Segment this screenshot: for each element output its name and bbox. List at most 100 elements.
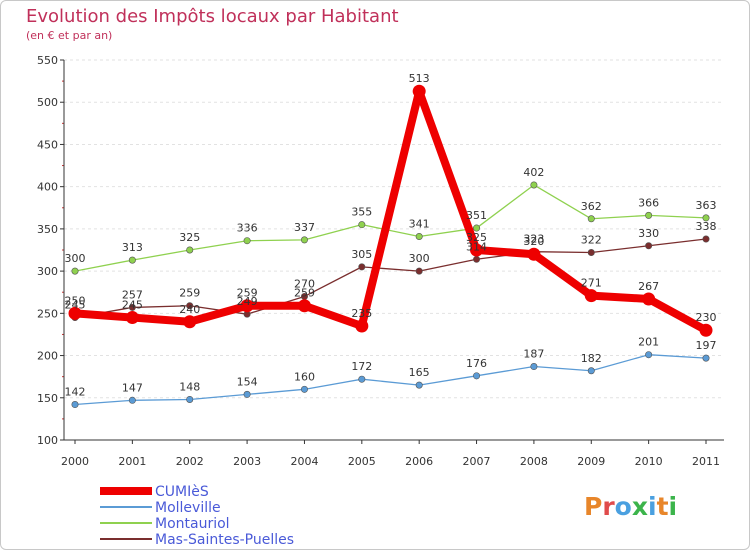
data-point bbox=[584, 289, 598, 303]
data-label: 197 bbox=[696, 339, 717, 352]
logo-letter: o bbox=[615, 492, 632, 521]
data-label: 366 bbox=[638, 196, 659, 209]
data-point bbox=[125, 311, 139, 325]
data-label: 314 bbox=[466, 240, 487, 253]
x-tick-label: 2004 bbox=[290, 455, 318, 468]
data-point bbox=[358, 263, 366, 271]
legend-label: Molleville bbox=[155, 500, 221, 516]
data-label: 305 bbox=[351, 248, 372, 261]
logo-letter: P bbox=[584, 492, 602, 521]
data-label: 300 bbox=[65, 252, 86, 265]
data-point bbox=[186, 395, 194, 403]
data-point bbox=[128, 256, 136, 264]
data-label: 165 bbox=[409, 366, 430, 379]
series-line-molleville bbox=[74, 354, 707, 406]
x-tick-label: 2008 bbox=[520, 455, 548, 468]
data-point bbox=[587, 367, 595, 375]
legend-label: Montauriol bbox=[155, 516, 230, 532]
data-point bbox=[68, 306, 82, 320]
data-label: 330 bbox=[638, 227, 659, 240]
data-point bbox=[243, 390, 251, 398]
legend-label: Mas-Saintes-Puelles bbox=[155, 532, 294, 548]
data-point bbox=[645, 351, 653, 359]
logo-letter: i bbox=[669, 492, 678, 521]
data-label: 259 bbox=[237, 287, 258, 300]
logo-letter: x bbox=[632, 492, 648, 521]
data-point bbox=[186, 302, 194, 310]
data-label: 337 bbox=[294, 221, 315, 234]
y-tick-label: 200 bbox=[37, 350, 58, 363]
data-point bbox=[358, 375, 366, 383]
data-point bbox=[702, 235, 710, 243]
data-point bbox=[297, 299, 311, 313]
data-label: 160 bbox=[294, 370, 315, 383]
data-point bbox=[473, 372, 481, 380]
y-tick-label: 250 bbox=[37, 307, 58, 320]
data-label: 267 bbox=[638, 280, 659, 293]
data-label: 230 bbox=[696, 311, 717, 324]
data-label: 142 bbox=[65, 386, 86, 399]
chart-subtitle: (en € et par an) bbox=[26, 29, 112, 42]
logo-text: Proxiti bbox=[584, 492, 677, 521]
proxiti-logo: Proxiti bbox=[584, 492, 677, 521]
series-line-mas-saintes-puelles bbox=[74, 238, 707, 319]
data-point bbox=[702, 214, 710, 222]
data-label: 323 bbox=[523, 233, 544, 246]
data-label: 402 bbox=[523, 166, 544, 179]
data-label: 355 bbox=[351, 206, 372, 219]
data-label: 362 bbox=[581, 200, 602, 213]
axes: 100 150 200 250 300 350 400 450 500 550 2000 2001 20… bbox=[37, 54, 724, 468]
data-point bbox=[183, 315, 197, 329]
data-point bbox=[415, 267, 423, 275]
logo-letter: r bbox=[602, 492, 615, 521]
data-labels: 142 147 148 154 160 172 165 176 187 182 201 197 300 3… bbox=[65, 72, 717, 398]
x-tick-label: 2005 bbox=[348, 455, 376, 468]
data-label: 187 bbox=[523, 348, 544, 361]
x-tick-label: 2003 bbox=[233, 455, 261, 468]
x-tick-label: 2007 bbox=[463, 455, 491, 468]
data-point bbox=[415, 381, 423, 389]
data-point bbox=[355, 319, 369, 333]
data-point bbox=[300, 236, 308, 244]
x-tick-label: 2002 bbox=[176, 455, 204, 468]
data-point bbox=[412, 84, 426, 98]
y-tick-label: 350 bbox=[37, 223, 58, 236]
data-label: 240 bbox=[179, 303, 200, 316]
data-label: 325 bbox=[466, 231, 487, 244]
data-label: 322 bbox=[581, 234, 602, 247]
data-point bbox=[71, 401, 79, 409]
y-tick-label: 150 bbox=[37, 392, 58, 405]
data-label: 245 bbox=[122, 299, 143, 312]
data-point bbox=[470, 243, 484, 257]
y-tick-label: 100 bbox=[37, 434, 58, 447]
data-label: 259 bbox=[294, 287, 315, 300]
y-tick-label: 550 bbox=[37, 54, 58, 67]
data-point bbox=[300, 385, 308, 393]
data-label: 513 bbox=[409, 72, 430, 85]
logo-letter: i bbox=[648, 492, 657, 521]
legend: CUMIèSMollevilleMontauriolMas-Saintes-Pu… bbox=[100, 484, 294, 548]
x-tick-label: 2009 bbox=[577, 455, 605, 468]
y-tick-label: 500 bbox=[37, 96, 58, 109]
data-point bbox=[530, 363, 538, 371]
data-label: 172 bbox=[351, 360, 372, 373]
x-tick-label: 2000 bbox=[61, 455, 89, 468]
data-point bbox=[473, 224, 481, 232]
data-label: 154 bbox=[237, 375, 258, 388]
data-label: 250 bbox=[65, 294, 86, 307]
y-tick-label: 400 bbox=[37, 181, 58, 194]
data-point bbox=[530, 181, 538, 189]
data-label: 235 bbox=[351, 307, 372, 320]
data-point bbox=[128, 396, 136, 404]
data-point bbox=[128, 303, 136, 311]
data-point bbox=[527, 247, 541, 261]
data-label: 257 bbox=[122, 288, 143, 301]
data-label: 313 bbox=[122, 241, 143, 254]
data-point bbox=[645, 242, 653, 250]
data-point bbox=[699, 323, 713, 337]
data-label: 325 bbox=[179, 231, 200, 244]
data-point bbox=[358, 221, 366, 229]
data-label: 147 bbox=[122, 381, 143, 394]
series-group bbox=[68, 84, 713, 409]
